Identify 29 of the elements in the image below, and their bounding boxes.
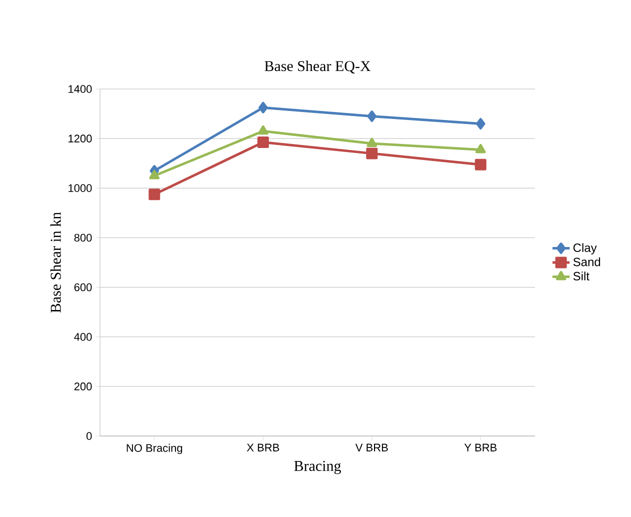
y-tick-label: 800 (74, 234, 92, 242)
legend-label: Silt (573, 272, 590, 280)
y-tick-label: 1400 (68, 85, 92, 93)
point (475, 144, 486, 154)
chart-title: Base Shear EQ-X (264, 60, 371, 74)
y-axis-title: Base Shear in kn (50, 212, 61, 313)
point (148, 188, 160, 200)
point (476, 118, 486, 130)
x-tick-label: X BRB (246, 444, 280, 452)
x-axis-title: Bracing (294, 460, 341, 474)
y-tick-label: 200 (74, 382, 92, 390)
point (258, 125, 268, 135)
point (366, 148, 378, 160)
legend-label: Sand (573, 257, 600, 266)
legend-label: Clay (573, 243, 597, 254)
point (366, 138, 378, 148)
y-tick-label: 1200 (68, 134, 92, 142)
y-tick-label: 600 (74, 283, 92, 292)
point (258, 102, 268, 114)
x-tick-label: Y BRB (464, 444, 497, 452)
y-tick-label: 400 (74, 332, 92, 341)
point (149, 170, 160, 180)
y-tick-label: 0 (86, 432, 92, 440)
point (474, 158, 486, 170)
point (367, 110, 377, 122)
point (257, 136, 269, 148)
y-tick-label: 1000 (68, 184, 92, 192)
x-tick-label: NO Bracing (126, 444, 182, 454)
x-tick-label: V BRB (355, 444, 388, 452)
